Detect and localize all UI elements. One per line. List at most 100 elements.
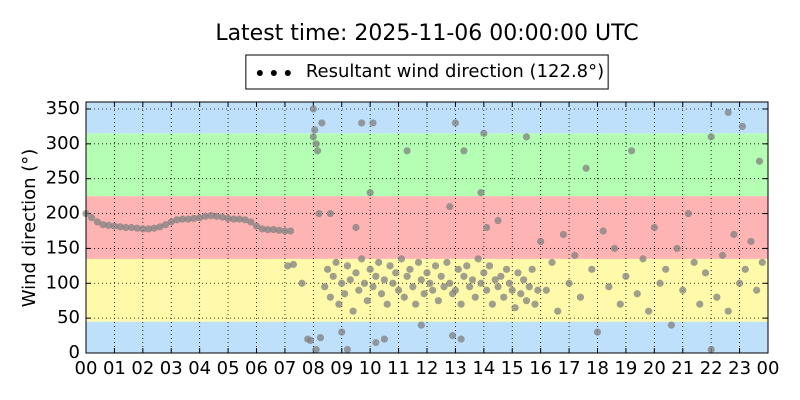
data-point (582, 164, 590, 172)
x-tick-label: 06 (245, 358, 268, 379)
data-point (258, 225, 266, 233)
data-point (735, 279, 744, 287)
data-point (338, 328, 346, 336)
y-tick-label: 250 (46, 168, 80, 189)
data-point (511, 304, 519, 312)
x-tick-label: 10 (359, 358, 382, 379)
y-tick-label: 300 (46, 133, 80, 154)
x-tick-label: 19 (614, 358, 637, 379)
data-point (338, 279, 346, 287)
x-tick-label: 13 (444, 358, 467, 379)
chart-title: Latest time: 2025-11-06 00:00:00 UTC (215, 21, 638, 46)
data-point (389, 279, 397, 287)
y-tick-label: 100 (46, 272, 80, 293)
data-point (93, 218, 101, 226)
data-point (423, 269, 431, 277)
data-point (363, 297, 371, 305)
data-point (207, 212, 215, 220)
x-tick-label: 17 (558, 358, 581, 379)
data-point (696, 300, 704, 308)
data-point (173, 216, 181, 224)
data-point (409, 283, 417, 291)
data-point (451, 119, 460, 127)
legend-marker (284, 70, 291, 76)
data-point (352, 223, 360, 232)
data-point (679, 286, 687, 294)
data-point (275, 226, 283, 234)
data-point (116, 223, 124, 231)
data-point (488, 300, 496, 308)
data-point (161, 221, 170, 229)
data-point (403, 147, 411, 155)
y-tick-label: 150 (46, 237, 80, 258)
data-point (741, 265, 749, 273)
data-point (397, 255, 406, 263)
data-point (434, 297, 442, 305)
x-tick-label: 05 (217, 358, 240, 379)
data-point (701, 269, 710, 277)
data-point (414, 258, 423, 266)
data-point (531, 300, 539, 308)
plot-frame (85, 101, 769, 354)
data-point (323, 265, 332, 273)
x-tick-label: 04 (188, 358, 211, 379)
direction-band (86, 196, 768, 259)
data-point (264, 225, 272, 234)
data-point (429, 286, 437, 294)
x-tick-label: 11 (387, 358, 410, 379)
x-tick-label: 22 (700, 358, 723, 379)
data-point (377, 290, 386, 298)
y-tick-label: 350 (46, 98, 80, 119)
data-point (241, 216, 249, 224)
data-point (431, 262, 440, 270)
y-tick-label: 200 (46, 203, 80, 224)
data-point (483, 286, 491, 294)
data-point (190, 214, 198, 223)
data-point (738, 122, 747, 131)
data-point (110, 222, 119, 230)
data-point (508, 286, 516, 294)
data-point (287, 227, 295, 235)
data-point (477, 279, 485, 287)
data-point (650, 223, 658, 232)
data-point (269, 225, 278, 234)
data-point (311, 126, 319, 134)
data-point (554, 307, 562, 315)
data-point (690, 258, 698, 266)
data-point (184, 215, 192, 223)
data-point (230, 215, 238, 223)
data-point (360, 279, 369, 287)
data-point (406, 265, 414, 273)
legend-text: Resultant wind direction (122.8°) (306, 61, 604, 82)
data-point (417, 321, 425, 329)
data-point (335, 300, 343, 308)
x-tick-label: 12 (416, 358, 439, 379)
data-point (599, 227, 607, 235)
data-point (167, 218, 175, 226)
data-point (426, 279, 434, 287)
data-point (480, 269, 488, 277)
data-point (466, 283, 474, 291)
data-point (494, 216, 502, 225)
data-point (667, 321, 675, 329)
data-point (747, 237, 755, 246)
data-point (252, 222, 261, 230)
data-point (525, 283, 533, 291)
data-point (213, 212, 221, 220)
data-point (522, 133, 531, 141)
data-point (457, 300, 465, 308)
data-point (480, 129, 488, 137)
legend: Resultant wind direction (122.8°) (245, 54, 609, 90)
data-point (502, 265, 511, 273)
x-tick-label: 07 (273, 358, 296, 379)
data-point (446, 202, 454, 211)
data-point (318, 119, 326, 127)
data-point (400, 293, 408, 301)
data-point (156, 223, 164, 231)
data-point (380, 276, 388, 284)
x-tick-label: 16 (529, 358, 552, 379)
data-point (312, 140, 320, 148)
data-point (372, 338, 380, 347)
data-point (517, 290, 525, 298)
